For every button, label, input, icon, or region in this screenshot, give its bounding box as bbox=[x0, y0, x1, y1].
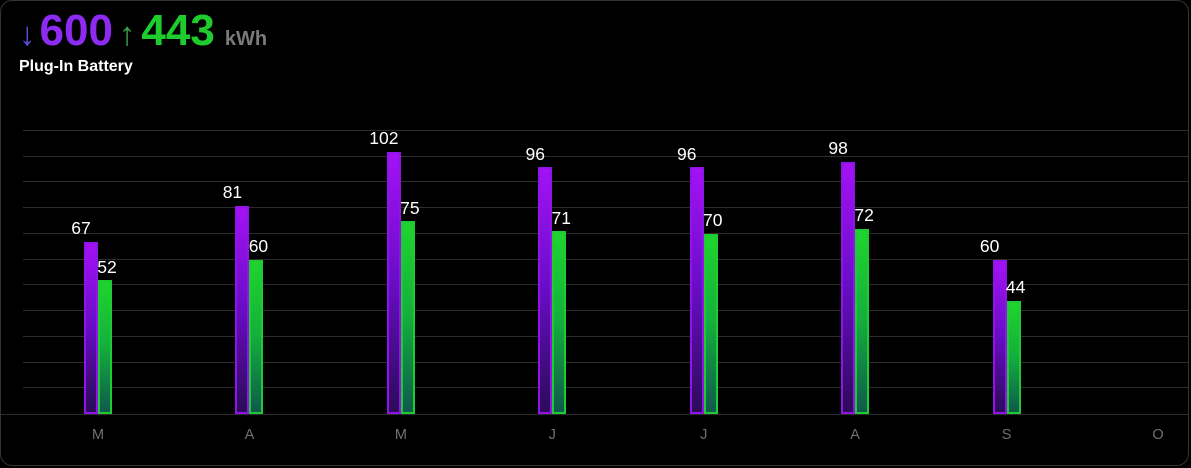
energy-totals-header: ↓ 600 ↑ 443 kWh bbox=[19, 7, 267, 58]
consumed-bar[interactable] bbox=[538, 167, 553, 414]
consumed-bar[interactable] bbox=[841, 161, 856, 414]
consumed-value-label: 96 bbox=[525, 143, 546, 164]
generated-value-label: 75 bbox=[400, 197, 420, 218]
generated-bar[interactable] bbox=[552, 231, 567, 414]
gridline bbox=[23, 335, 1188, 337]
consumed-value-label: 98 bbox=[828, 138, 848, 159]
down-arrow-icon: ↓ bbox=[19, 15, 36, 52]
x-axis-label: O bbox=[1152, 427, 1164, 443]
consumed-total: 600 bbox=[39, 6, 113, 55]
generated-value-label: 52 bbox=[97, 256, 117, 277]
consumed-value-label: 81 bbox=[222, 182, 243, 203]
x-axis-label: M bbox=[394, 427, 407, 443]
gridline bbox=[23, 155, 1188, 157]
up-arrow-icon: ↑ bbox=[118, 15, 136, 52]
consumed-value-label: 60 bbox=[979, 236, 1000, 257]
generated-value-label: 72 bbox=[854, 205, 874, 226]
gridline bbox=[23, 207, 1188, 209]
gridline bbox=[23, 130, 1188, 131]
gridline bbox=[23, 361, 1188, 363]
x-axis-label: S bbox=[1001, 427, 1012, 443]
consumed-bar[interactable] bbox=[689, 167, 704, 414]
consumed-value-label: 67 bbox=[71, 218, 91, 239]
x-axis-label: J bbox=[700, 427, 708, 443]
generated-bar[interactable] bbox=[400, 221, 415, 414]
x-axis-label: A bbox=[850, 427, 860, 443]
generated-bar[interactable] bbox=[249, 259, 264, 414]
x-axis-label: J bbox=[548, 427, 556, 443]
x-axis-label: M bbox=[91, 427, 105, 443]
unit-label: kWh bbox=[224, 28, 268, 50]
generated-bar[interactable] bbox=[703, 233, 718, 414]
generated-value-label: 44 bbox=[1005, 277, 1026, 298]
generated-total: 443 bbox=[141, 6, 215, 55]
x-axis-label: A bbox=[244, 427, 255, 443]
card-title: Plug-In Battery bbox=[19, 58, 133, 75]
generated-value-label: 71 bbox=[551, 207, 572, 228]
gridline bbox=[23, 284, 1188, 286]
consumed-bar[interactable] bbox=[992, 259, 1007, 414]
consumed-value-label: 96 bbox=[676, 143, 697, 164]
generated-bar[interactable] bbox=[855, 228, 870, 414]
consumed-bar[interactable] bbox=[84, 241, 98, 414]
gridline bbox=[23, 181, 1188, 183]
gridline bbox=[23, 310, 1188, 312]
consumed-bar[interactable] bbox=[235, 205, 250, 414]
gridline bbox=[23, 387, 1188, 389]
generated-bar[interactable] bbox=[1006, 300, 1021, 414]
consumed-value-label: 102 bbox=[369, 128, 399, 149]
consumed-bar[interactable] bbox=[386, 151, 401, 414]
generated-value-label: 70 bbox=[702, 210, 723, 231]
x-axis-line bbox=[1, 414, 1188, 415]
generated-bar[interactable] bbox=[98, 280, 112, 414]
gridline bbox=[23, 258, 1188, 260]
bar-chart: 67 52 M 81 60 A 102 75 M 96 71 J 96 70 J 98 72 A 60 44 S O bbox=[1, 128, 1188, 443]
gridline bbox=[23, 232, 1188, 234]
generated-value-label: 60 bbox=[248, 236, 269, 257]
